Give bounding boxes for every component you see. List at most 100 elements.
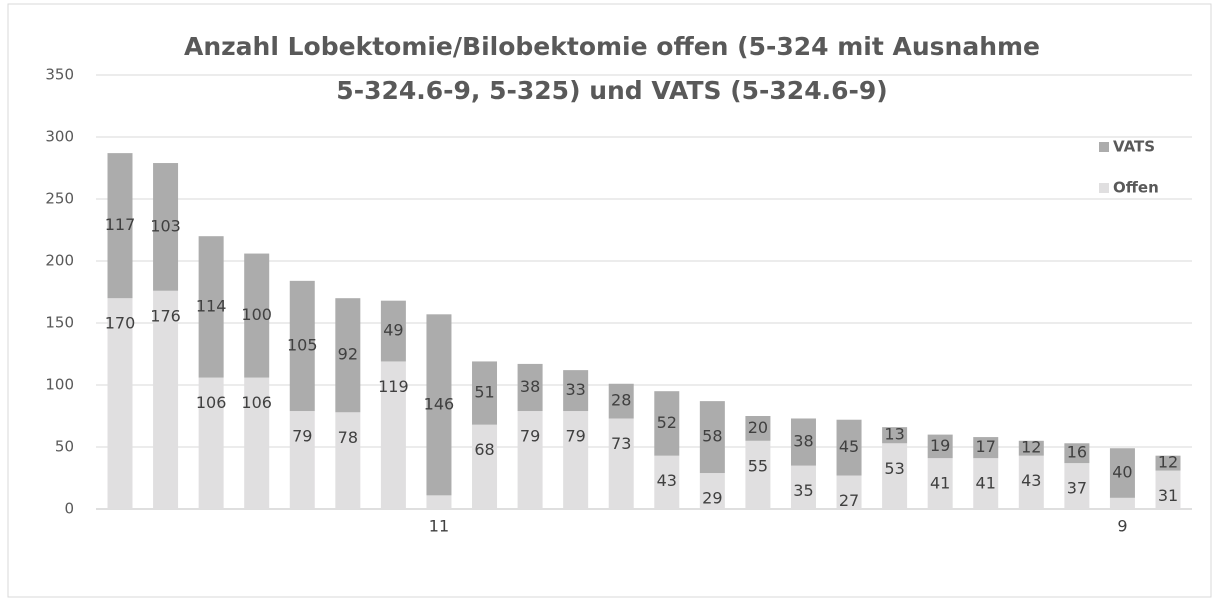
- y-tick-label: 200: [45, 252, 74, 270]
- y-tick-label: 150: [45, 314, 74, 332]
- data-label: 49: [383, 321, 403, 340]
- data-label: 33: [565, 380, 585, 399]
- bar-segment: [289, 280, 315, 412]
- data-label: 38: [520, 377, 540, 396]
- bar-segment: [426, 314, 452, 496]
- data-label: 43: [1021, 471, 1041, 490]
- data-label: 73: [611, 434, 631, 453]
- bar-segment: [563, 370, 589, 412]
- bar-segment: [153, 163, 179, 291]
- data-label: 117: [105, 215, 136, 234]
- bar-segment: [1109, 448, 1135, 498]
- data-label: 16: [1067, 443, 1087, 462]
- data-label: 53: [884, 459, 904, 478]
- bar-segment: [1018, 455, 1044, 509]
- data-label: 119: [378, 377, 409, 396]
- bar-segment: [927, 434, 953, 459]
- bar-segment: [198, 377, 224, 509]
- bar-segment: [745, 416, 771, 441]
- data-label: 27: [839, 491, 859, 510]
- data-label: 170: [105, 314, 136, 333]
- bar-segment: [699, 401, 725, 474]
- bar-segment: [563, 411, 589, 509]
- data-label: 35: [793, 481, 813, 500]
- data-label: 52: [657, 413, 677, 432]
- bar-segment: [472, 361, 498, 425]
- data-label: 114: [196, 296, 227, 315]
- data-label: 9: [1117, 517, 1127, 536]
- data-label: 105: [287, 335, 318, 354]
- data-label: 11: [429, 517, 449, 536]
- bar-segment: [335, 298, 361, 413]
- bar-segment: [426, 495, 452, 509]
- bar-segment: [244, 253, 270, 378]
- legend-swatch: [1099, 142, 1109, 152]
- data-label: 106: [241, 393, 272, 412]
- bar-segment: [1155, 455, 1181, 471]
- bar-segment: [790, 418, 816, 466]
- chart-title: 5-324.6-9, 5-325) und VATS (5-324.6-9): [336, 76, 887, 105]
- y-tick-label: 300: [45, 128, 74, 146]
- bar-segment: [1064, 463, 1090, 509]
- y-tick-label: 50: [55, 438, 74, 456]
- chart-border: [7, 3, 1212, 598]
- bar-segment: [517, 363, 543, 412]
- bar-segment: [335, 412, 361, 509]
- bar-segment: [244, 377, 270, 509]
- data-label: 17: [976, 437, 996, 456]
- bar-segment: [836, 475, 862, 509]
- data-label: 100: [241, 305, 272, 324]
- data-label: 31: [1158, 486, 1178, 505]
- bar-segment: [745, 440, 771, 509]
- data-label: 79: [565, 427, 585, 446]
- bar-segment: [153, 290, 179, 509]
- data-label: 19: [930, 436, 950, 455]
- bar-segment: [1064, 443, 1090, 464]
- bar-segment: [107, 298, 133, 509]
- data-label: 40: [1112, 463, 1132, 482]
- y-tick-label: 100: [45, 376, 74, 394]
- data-label: 176: [150, 306, 181, 325]
- bar-segment: [608, 383, 634, 419]
- legend-label: VATS: [1113, 138, 1155, 156]
- data-label: 68: [474, 440, 494, 459]
- data-label: 12: [1021, 438, 1041, 457]
- data-label: 92: [338, 345, 358, 364]
- data-label: 37: [1067, 479, 1087, 498]
- bar-segment: [608, 418, 634, 509]
- data-label: 38: [793, 432, 813, 451]
- legend-label: Offen: [1113, 179, 1159, 197]
- bar-segment: [973, 437, 999, 459]
- data-label: 55: [748, 456, 768, 475]
- bar-segment: [1018, 440, 1044, 456]
- y-tick-label: 0: [64, 500, 74, 518]
- bar-segment: [973, 458, 999, 509]
- bar-segment: [107, 153, 133, 299]
- y-tick-label: 250: [45, 190, 74, 208]
- chart-title: Anzahl Lobektomie/Bilobektomie offen (5-…: [184, 32, 1040, 61]
- data-label: 43: [657, 471, 677, 490]
- bar-segment: [1155, 470, 1181, 509]
- bar-segment: [699, 473, 725, 509]
- data-label: 79: [292, 427, 312, 446]
- data-label: 106: [196, 393, 227, 412]
- bar-segment: [836, 419, 862, 476]
- data-label: 41: [976, 474, 996, 493]
- data-label: 41: [930, 474, 950, 493]
- y-tick-label: 350: [45, 66, 74, 84]
- data-label: 45: [839, 437, 859, 456]
- data-label: 13: [884, 425, 904, 444]
- bar-segment: [790, 465, 816, 509]
- data-label: 103: [150, 216, 181, 235]
- bar-segment: [380, 300, 406, 362]
- data-label: 78: [338, 428, 358, 447]
- data-label: 146: [424, 394, 455, 413]
- bar-segment: [882, 427, 908, 444]
- bar-segment: [654, 391, 680, 456]
- bar-segment: [517, 411, 543, 509]
- data-label: 29: [702, 489, 722, 508]
- bar-segment: [380, 361, 406, 509]
- bar-segment: [654, 455, 680, 509]
